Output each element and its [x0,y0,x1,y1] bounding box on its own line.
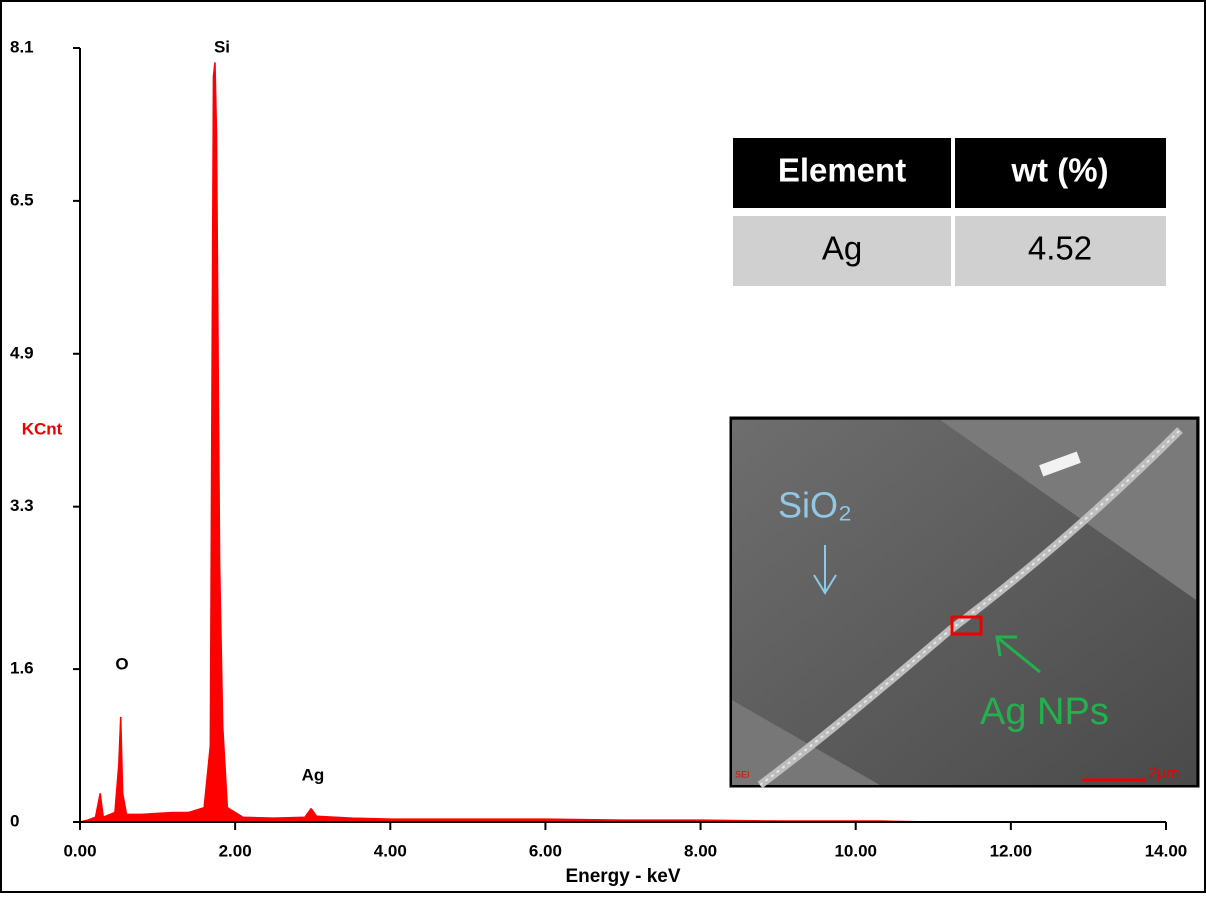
scale-bar-label: 2µm [1148,765,1179,782]
x-tick-label: 12.00 [990,841,1033,860]
x-axis-label: Energy - keV [565,866,680,887]
chart: SiO₂ Ag NPs 2µm SEI Element wt (%) Ag 4.… [0,0,1206,893]
y-tick-label: 0 [10,811,19,830]
peak-label: Si [214,37,230,56]
table-cell: Ag [822,230,862,267]
peak-label: O [115,654,128,673]
x-tick-label: 4.00 [374,841,407,860]
x-tick-label: 8.00 [684,841,717,860]
x-tick-label: 10.00 [834,841,877,860]
y-tick-label: 6.5 [10,190,34,209]
table-header: wt (%) [1010,152,1108,189]
x-tick-label: 14.00 [1145,841,1188,860]
y-axis-label: KCnt [22,419,63,438]
sem-inset: SiO₂ Ag NPs 2µm SEI [731,418,1198,786]
ag-nps-label: Ag NPs [980,691,1109,733]
x-tick-label: 6.00 [529,841,562,860]
table-cell: 4.52 [1028,230,1092,267]
y-tick-label: 8.1 [10,37,34,56]
y-tick-label: 1.6 [10,659,34,678]
x-tick-label: 0.00 [63,841,96,860]
table-header: Element [778,152,906,189]
y-tick-label: 4.9 [10,343,34,362]
x-tick-label: 2.00 [219,841,252,860]
sei-label: SEI [735,769,750,779]
y-tick-label: 3.3 [10,496,34,515]
peak-label: Ag [302,765,325,784]
sio2-label: SiO₂ [778,485,852,526]
